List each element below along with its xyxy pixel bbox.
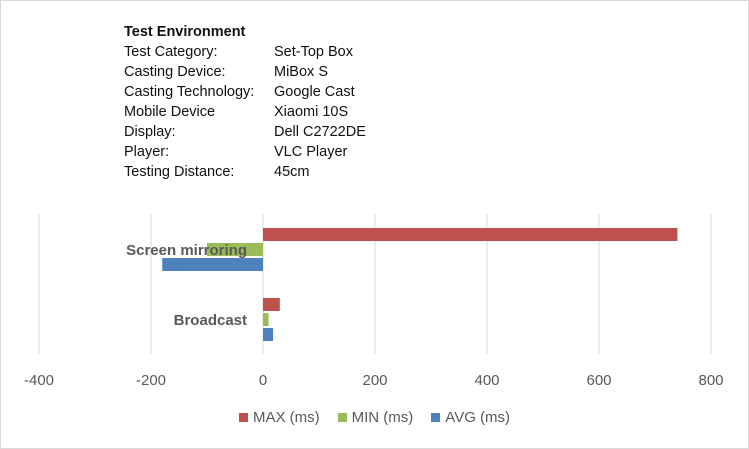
legend-entry-max: MAX (ms): [238, 409, 320, 426]
env-key: Display:: [124, 124, 176, 140]
legend-entry-min: MIN (ms): [337, 409, 414, 426]
env-row-display: Display: Dell C2722DE: [124, 122, 366, 142]
env-key: Casting Device:: [124, 64, 226, 80]
legend-label: MIN (ms): [351, 409, 414, 426]
bar-screen-mirroring-avg: [162, 258, 263, 271]
env-row-test-category: Test Category: Set-Top Box: [124, 42, 366, 62]
env-value: Xiaomi 10S: [274, 104, 349, 120]
x-tick-label-4: 400: [474, 372, 499, 389]
category-label-0: Screen mirroring: [126, 242, 247, 259]
x-tick-label-3: 200: [362, 372, 387, 389]
chart-legend: MAX (ms) MIN (ms) AVG (ms): [0, 409, 749, 426]
env-key: Casting Technology:: [124, 84, 255, 100]
env-row-casting-device: Casting Device: MiBox S: [124, 62, 366, 82]
legend-label: MAX (ms): [252, 409, 320, 426]
x-tick-label-6: 800: [698, 372, 723, 389]
env-row-mobile-device: Mobile Device Xiaomi 10S: [124, 102, 366, 122]
bar-broadcast-avg: [263, 328, 274, 341]
test-environment-panel: Test Environment Test Category: Set-Top …: [124, 22, 366, 182]
legend-swatch: [337, 413, 347, 422]
legend-swatch: [238, 413, 248, 422]
legend-entry-avg: AVG (ms): [431, 409, 510, 426]
category-label-1: Broadcast: [174, 312, 247, 329]
bar-broadcast-min: [263, 313, 269, 326]
x-tick-label-1: -200: [136, 372, 166, 389]
env-value: Dell C2722DE: [274, 124, 366, 140]
env-key: Mobile Device: [124, 104, 216, 120]
legend-swatch: [431, 413, 441, 422]
bar-screen-mirroring-min: [207, 243, 263, 256]
x-tick-label-2: 0: [259, 372, 267, 389]
env-value: 45cm: [274, 164, 310, 180]
legend-label: AVG (ms): [445, 409, 511, 426]
env-key: Test Category:: [124, 44, 218, 60]
env-row-casting-technology: Casting Technology: Google Cast: [124, 82, 366, 102]
env-value: VLC Player: [274, 144, 348, 160]
env-key: Player:: [124, 144, 170, 160]
bar-screen-mirroring-max: [263, 228, 678, 241]
bar-broadcast-max: [263, 298, 280, 311]
env-value: Set-Top Box: [274, 44, 353, 60]
env-value: Google Cast: [274, 84, 355, 100]
x-tick-label-5: 600: [586, 372, 611, 389]
env-row-testing-distance: Testing Distance: 45cm: [124, 162, 366, 182]
env-value: MiBox S: [274, 64, 328, 80]
x-tick-label-0: -400: [24, 372, 54, 389]
env-key: Testing Distance:: [124, 164, 235, 180]
env-row-player: Player: VLC Player: [124, 142, 366, 162]
test-environment-title: Test Environment: [124, 24, 246, 40]
